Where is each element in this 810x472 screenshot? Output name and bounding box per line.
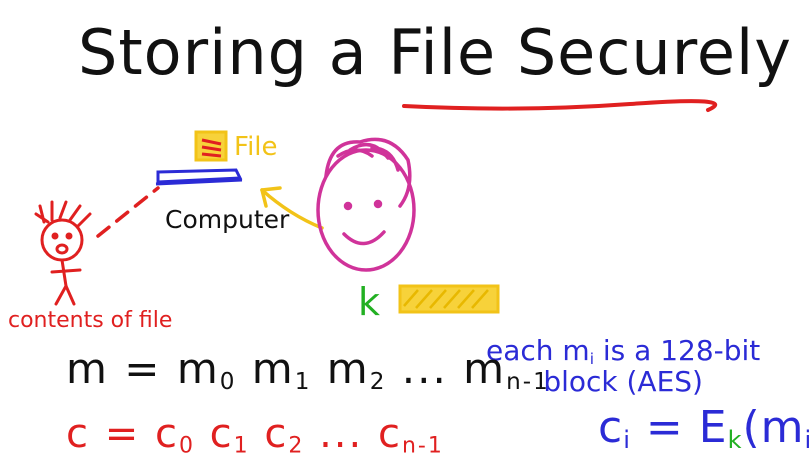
- attacker-figure-icon: [34, 200, 92, 306]
- user-face-icon: [316, 137, 416, 272]
- computer-icon: [155, 168, 243, 186]
- key-label: k: [358, 280, 381, 324]
- encryption-equation: ci = Ek(mi): [598, 406, 810, 455]
- c-term-0: c: [154, 411, 179, 457]
- c-sub-1: 1: [233, 433, 250, 459]
- file-icon: [194, 130, 228, 162]
- page-title: Storing a File Securely: [78, 16, 792, 89]
- computer-label: Computer: [165, 205, 290, 234]
- enc-open: (m: [742, 402, 805, 453]
- note-line2-text: block (AES): [543, 365, 703, 399]
- file-label: File: [234, 132, 278, 162]
- key-block-icon: [398, 284, 500, 314]
- c-sub-0: 0: [178, 433, 195, 459]
- enc-m-sub: i: [804, 426, 810, 455]
- m-sub-last: n-1: [506, 368, 550, 395]
- c-term-1: c: [209, 411, 234, 457]
- c-term-2: c: [264, 411, 289, 457]
- c-eq-lhs: c =: [66, 411, 155, 457]
- cipher-equation: c = c0 c1 c2 ... cn-1: [66, 414, 444, 458]
- note-line1-rest: is a 128-bit: [593, 334, 761, 367]
- contents-of-file-label: contents of file: [8, 308, 173, 333]
- m-sub-1: 1: [294, 368, 312, 395]
- m-sub-0: 0: [219, 368, 237, 395]
- m-term-2: m: [326, 344, 370, 393]
- enc-e-sub: k: [727, 426, 743, 454]
- message-equation: m = m0 m1 m2 ... mn-1: [66, 348, 550, 394]
- m-eq-lhs: m =: [66, 344, 177, 393]
- enc-eq-e: = E: [630, 402, 728, 453]
- arrow-to-computer: [260, 186, 324, 230]
- note-line1-text: each m: [486, 334, 590, 367]
- m-sub-2: 2: [369, 368, 387, 395]
- c-sub-last: n-1: [401, 433, 444, 459]
- c-sub-2: 2: [288, 433, 305, 459]
- m-term-last: m: [463, 344, 507, 393]
- enc-c: c: [598, 402, 624, 453]
- c-term-last: c: [377, 411, 402, 457]
- m-term-1: m: [251, 344, 295, 393]
- title-underline: [402, 99, 718, 112]
- c-dots: ...: [304, 411, 378, 457]
- note-line1-sub: i: [589, 349, 594, 368]
- m-dots: ...: [386, 344, 464, 393]
- enc-c-sub: i: [623, 426, 631, 455]
- attack-dashed-line: [96, 186, 160, 238]
- m-term-0: m: [176, 344, 220, 393]
- block-size-note: each mi is a 128-bit block (AES): [486, 336, 760, 396]
